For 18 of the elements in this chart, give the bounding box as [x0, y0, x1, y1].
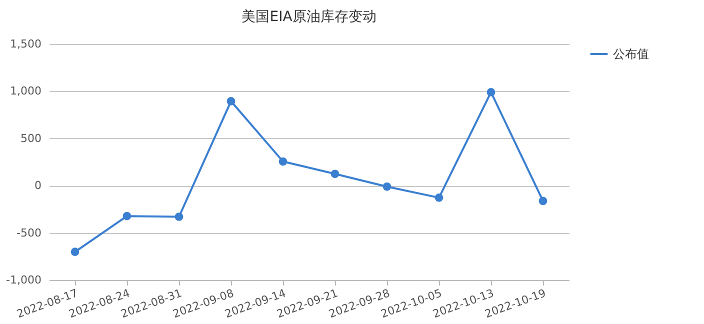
- point: [538, 196, 548, 206]
- y-tick-label: 1,000: [10, 84, 42, 98]
- y-tick-label: 1,500: [10, 38, 42, 50]
- y-tick-label: 0: [34, 179, 42, 192]
- point: [174, 212, 184, 221]
- y-tick-label: 500: [20, 132, 42, 145]
- point: [226, 97, 236, 106]
- y-tick-label: -1,000: [6, 274, 42, 286]
- point: [278, 157, 288, 166]
- point: [122, 212, 132, 220]
- chart-title: 美国EIA原油库存变动: [242, 9, 376, 25]
- point: [70, 248, 80, 256]
- point: [434, 194, 444, 202]
- y-tick-label: -500: [16, 226, 42, 240]
- point: [330, 170, 340, 178]
- legend-label: 公布值: [613, 47, 649, 61]
- point: [382, 182, 392, 191]
- point: [486, 88, 496, 96]
